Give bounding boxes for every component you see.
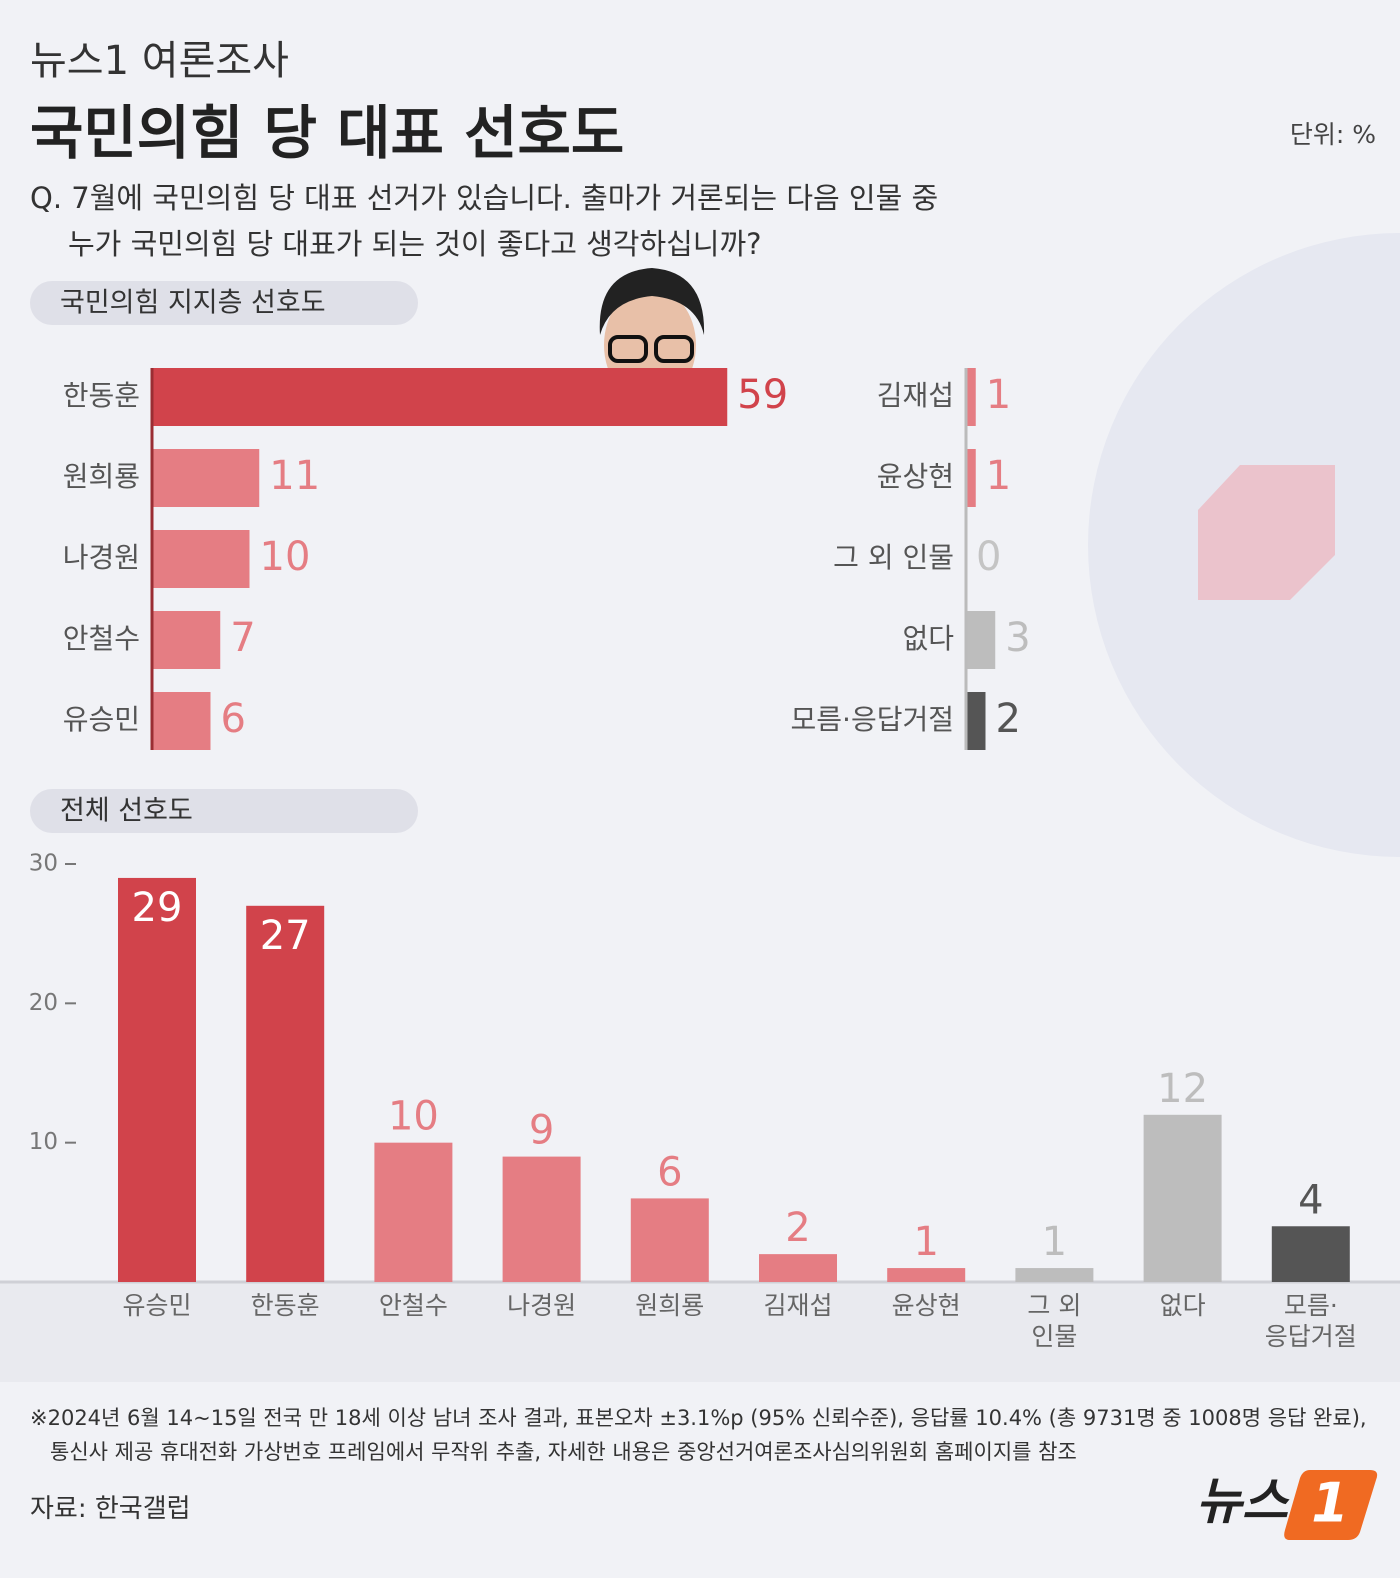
- bar: [152, 692, 211, 750]
- x-tick-label: 그 외 인물: [1027, 1291, 1082, 1351]
- value-label: 1: [986, 453, 1011, 499]
- value-label: 10: [388, 1094, 439, 1140]
- logo-mark-bg: [1284, 1470, 1378, 1540]
- y-tick-label: 20: [29, 990, 58, 1016]
- bar: [246, 905, 325, 1282]
- value-label: 29: [132, 885, 183, 931]
- category-label: 없다: [902, 622, 954, 655]
- bar: [152, 530, 250, 588]
- logo-text: 뉴스: [1196, 1473, 1290, 1531]
- value-label: 2: [785, 1205, 810, 1251]
- decor-shape: [1198, 465, 1335, 600]
- category-label: 유승민: [63, 703, 140, 736]
- bar: [1271, 1226, 1350, 1282]
- bar: [966, 368, 976, 426]
- baseline-band: [0, 1282, 1400, 1382]
- value-label: 4: [1298, 1177, 1323, 1223]
- source: 자료: 한국갤럽: [30, 1494, 191, 1524]
- bar: [759, 1254, 837, 1282]
- y-tick-label: 10: [29, 1129, 58, 1155]
- section-pill: [30, 789, 418, 833]
- category-label: 모름·응답거절: [791, 703, 954, 736]
- value-label: 2: [996, 696, 1021, 742]
- bar: [374, 1142, 453, 1282]
- bar: [966, 611, 996, 669]
- value-label: 0: [976, 534, 1001, 580]
- value-label: 9: [529, 1108, 554, 1154]
- value-label: 27: [260, 913, 311, 959]
- note: 통신사 제공 휴대전화 가상번호 프레임에서 무작위 추출, 자세한 내용은 중…: [50, 1440, 1077, 1464]
- value-label: 3: [1005, 615, 1030, 661]
- bar: [152, 368, 728, 426]
- category-label: 나경원: [63, 541, 140, 574]
- note: ※2024년 6월 14~15일 전국 만 18세 이상 남녀 조사 결과, 표…: [30, 1406, 1367, 1430]
- category-label: 안철수: [63, 622, 140, 655]
- bar: [1015, 1268, 1094, 1282]
- value-label: 6: [657, 1149, 682, 1195]
- section-pill: [30, 281, 418, 325]
- value-label: 1: [1042, 1219, 1067, 1265]
- x-tick-label: 나경원: [507, 1291, 577, 1320]
- bar: [887, 1268, 966, 1282]
- bar: [152, 449, 260, 507]
- bar: [630, 1198, 709, 1282]
- unit: 단위: %: [1289, 120, 1376, 149]
- title: 국민의힘 당 대표 선호도: [30, 99, 625, 167]
- category-label: 김재섭: [877, 379, 954, 412]
- x-tick-label: 원희룡: [635, 1291, 705, 1320]
- question: 누가 국민의힘 당 대표가 되는 것이 좋다고 생각하십니까?: [68, 227, 762, 261]
- bar: [502, 1156, 581, 1282]
- value-label: 1: [913, 1219, 938, 1265]
- bar: [118, 877, 196, 1282]
- value-label: 59: [737, 372, 788, 418]
- section-title: 국민의힘 지지층 선호도: [60, 288, 326, 319]
- x-tick-label: 없다: [1159, 1291, 1206, 1320]
- x-tick-label: 안철수: [378, 1291, 448, 1320]
- bar: [966, 692, 986, 750]
- x-tick-label: 모름· 응답거절: [1264, 1291, 1357, 1351]
- y-tick-label: 30: [29, 851, 58, 877]
- category-label: 윤상현: [877, 460, 954, 493]
- value-label: 12: [1157, 1066, 1208, 1112]
- x-tick-label: 유승민: [122, 1291, 192, 1320]
- value-label: 11: [269, 453, 320, 499]
- bar: [966, 449, 976, 507]
- bar: [152, 611, 221, 669]
- question: Q. 7월에 국민의힘 당 대표 선거가 있습니다. 출마가 거론되는 다음 인…: [30, 181, 939, 215]
- category-label: 한동훈: [63, 379, 140, 412]
- value-label: 6: [221, 696, 246, 742]
- value-label: 7: [230, 615, 255, 661]
- category-label: 그 외 인물: [833, 541, 954, 574]
- x-tick-label: 김재섭: [763, 1291, 833, 1320]
- kicker: 뉴스1 여론조사: [30, 38, 289, 84]
- value-label: 10: [260, 534, 311, 580]
- logo-mark: 1: [1311, 1472, 1349, 1535]
- x-tick-label: 한동훈: [250, 1291, 320, 1320]
- section-title: 전체 선호도: [60, 796, 193, 827]
- category-label: 원희룡: [63, 460, 140, 493]
- value-label: 1: [986, 372, 1011, 418]
- x-tick-label: 윤상현: [891, 1291, 961, 1320]
- bar: [1143, 1114, 1222, 1282]
